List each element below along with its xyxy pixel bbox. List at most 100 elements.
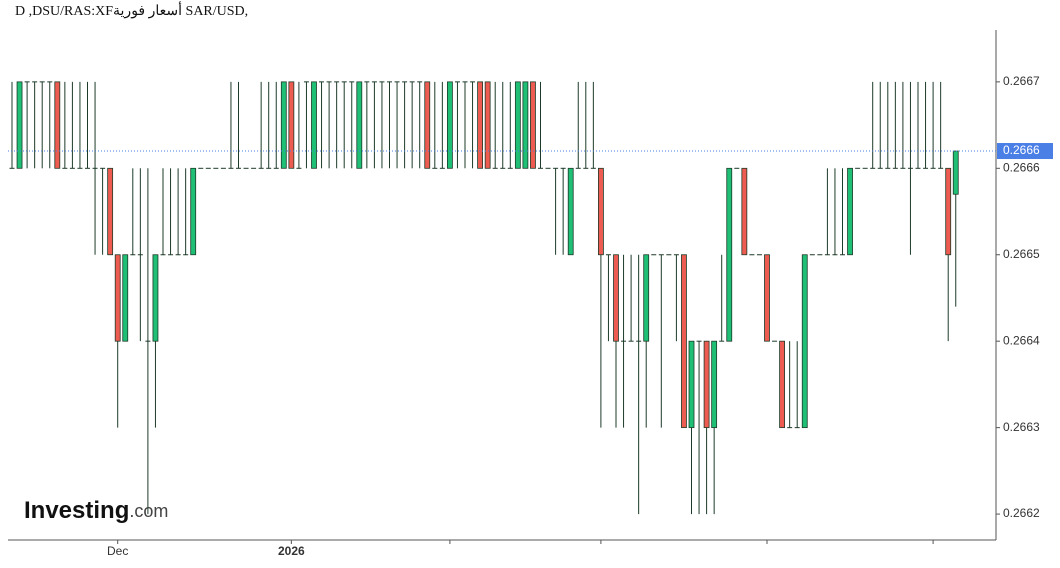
- candle-body: [122, 254, 129, 342]
- candle-body: [681, 254, 687, 429]
- candle-body: [198, 167, 204, 169]
- candle-body: [703, 340, 710, 429]
- candle-body: [183, 254, 189, 256]
- candle-body: [522, 81, 529, 169]
- y-tick-label: 0.2665: [1003, 247, 1040, 261]
- candle-body: [741, 167, 748, 256]
- candle-body: [779, 340, 785, 429]
- candle-body: [356, 81, 363, 169]
- candle-body: [855, 167, 861, 169]
- candle-body: [809, 254, 815, 256]
- candle-body: [583, 167, 589, 169]
- candle-body: [756, 254, 762, 256]
- candle-body: [16, 81, 23, 169]
- candle-body: [424, 81, 431, 169]
- candle-body: [885, 167, 891, 169]
- candle-body: [32, 81, 38, 83]
- candle-body: [439, 167, 445, 169]
- candle-body: [205, 167, 211, 169]
- logo: Investing.com: [24, 497, 168, 524]
- candle-body: [628, 340, 634, 342]
- candle-body: [862, 167, 868, 169]
- logo-suffix: .com: [129, 501, 168, 521]
- candle-body: [824, 254, 830, 256]
- candle-body: [734, 167, 740, 169]
- chart-title: D ,DSU/RAS:XFأسعار فورية SAR/USD,: [15, 0, 248, 19]
- candle-body: [280, 81, 287, 169]
- candle-body: [462, 81, 468, 83]
- candle-body: [243, 167, 249, 169]
- candle-body: [69, 167, 75, 169]
- candle-body: [371, 81, 377, 83]
- candle-body: [643, 254, 650, 342]
- candle-body: [673, 254, 679, 256]
- candle-body: [477, 81, 484, 169]
- candle-body: [236, 167, 241, 169]
- candle-body: [726, 167, 733, 342]
- candle-body: [341, 81, 347, 83]
- candle-body: [100, 167, 106, 169]
- y-tick-label: 0.2663: [1003, 420, 1040, 434]
- candle-body: [47, 81, 53, 83]
- candle-body: [666, 254, 672, 256]
- candle-body: [137, 254, 143, 256]
- candle-body: [213, 167, 219, 169]
- candle-body: [749, 254, 755, 256]
- candle-body: [114, 254, 121, 342]
- candle-body: [349, 81, 355, 83]
- candle-body: [92, 167, 98, 169]
- candle-body: [892, 167, 898, 169]
- x-tick-label: 2026: [278, 544, 305, 558]
- candle-body: [605, 254, 611, 256]
- candle-body: [658, 254, 664, 256]
- candle-body: [900, 167, 906, 169]
- candle-body: [152, 254, 159, 342]
- candle-body: [870, 167, 876, 169]
- candle-body: [402, 81, 408, 83]
- candle-body: [39, 81, 45, 83]
- y-tick-label: 0.2664: [1003, 333, 1040, 347]
- candle-body: [394, 81, 400, 83]
- candle-body: [915, 167, 921, 169]
- candle-body: [432, 167, 438, 169]
- candle-body: [492, 167, 498, 169]
- candle-body: [334, 81, 340, 83]
- candle-body: [228, 167, 234, 169]
- candle-body: [409, 81, 415, 83]
- candle-body: [553, 167, 559, 169]
- candle-body: [251, 167, 257, 169]
- candle-body: [514, 81, 521, 169]
- candle-body: [696, 340, 702, 342]
- candle-body: [24, 81, 30, 83]
- candle-body: [160, 254, 166, 256]
- last-price-label: 0.2666: [1003, 143, 1040, 157]
- candle-body: [545, 167, 551, 169]
- candle-body: [168, 254, 174, 256]
- candle-body: [719, 340, 725, 342]
- candle-body: [326, 81, 332, 83]
- candle-body: [364, 81, 370, 83]
- candle-body: [930, 167, 936, 169]
- candle-body: [567, 167, 574, 256]
- candle-body: [258, 167, 264, 169]
- candle-body: [85, 167, 90, 169]
- candle-body: [832, 254, 838, 256]
- candle-body: [847, 167, 853, 256]
- candle-body: [484, 81, 491, 169]
- candle-body: [175, 254, 181, 256]
- candle-body: [651, 254, 657, 256]
- candle-body: [952, 150, 959, 195]
- candle-body: [387, 81, 392, 83]
- candle-body: [500, 167, 506, 169]
- candle-body: [190, 167, 197, 256]
- candle-body: [938, 167, 944, 169]
- candle-body: [311, 81, 317, 169]
- candle-body: [417, 81, 423, 83]
- candle-body: [303, 81, 309, 83]
- candle-body: [560, 167, 566, 169]
- candle-body: [538, 167, 543, 169]
- candle-body: [470, 81, 476, 83]
- y-tick-label: 0.2666: [1003, 160, 1040, 174]
- candle-body: [636, 340, 642, 342]
